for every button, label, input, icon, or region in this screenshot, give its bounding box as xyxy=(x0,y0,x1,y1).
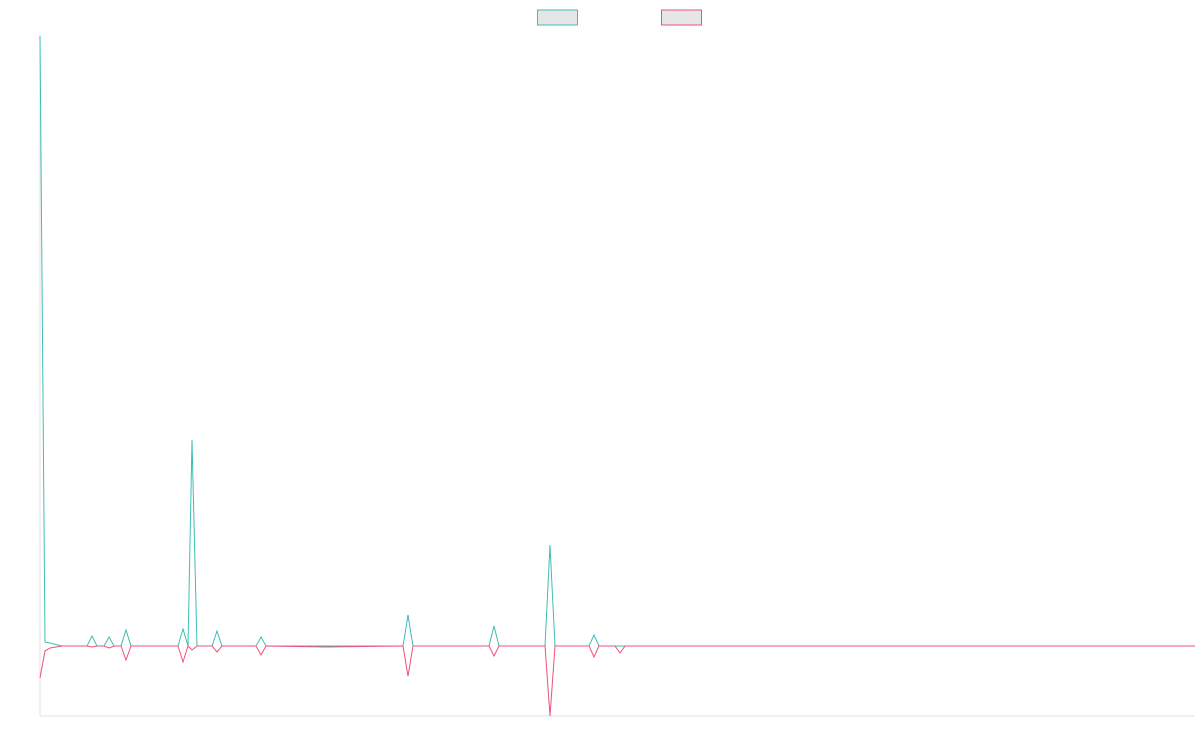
series-line xyxy=(39,645,1195,717)
legend-swatch xyxy=(661,9,702,26)
legend-swatch xyxy=(537,9,578,26)
series-line xyxy=(39,35,1195,647)
